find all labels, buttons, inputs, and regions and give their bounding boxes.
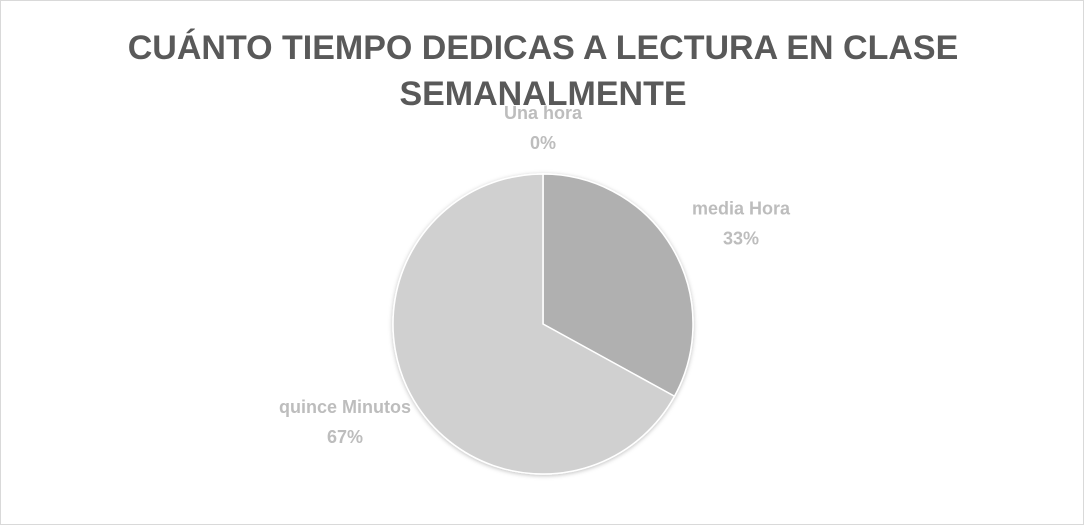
slice-value-label: 33%: [723, 228, 759, 248]
slice-value-label: 0%: [530, 133, 556, 153]
chart-title: SEMANALMENTE: [399, 75, 686, 113]
slice-label: quince Minutos: [279, 397, 411, 417]
pie: [392, 173, 694, 475]
slice-label: Una hora: [504, 103, 583, 123]
pie-slice: [392, 173, 676, 475]
slice-value-label: 67%: [327, 427, 363, 447]
slice-label: media Hora: [692, 198, 791, 218]
chart-title: CUÁNTO TIEMPO DEDICAS A LECTURA EN CLASE: [128, 29, 959, 67]
pie-slice: [542, 173, 694, 398]
